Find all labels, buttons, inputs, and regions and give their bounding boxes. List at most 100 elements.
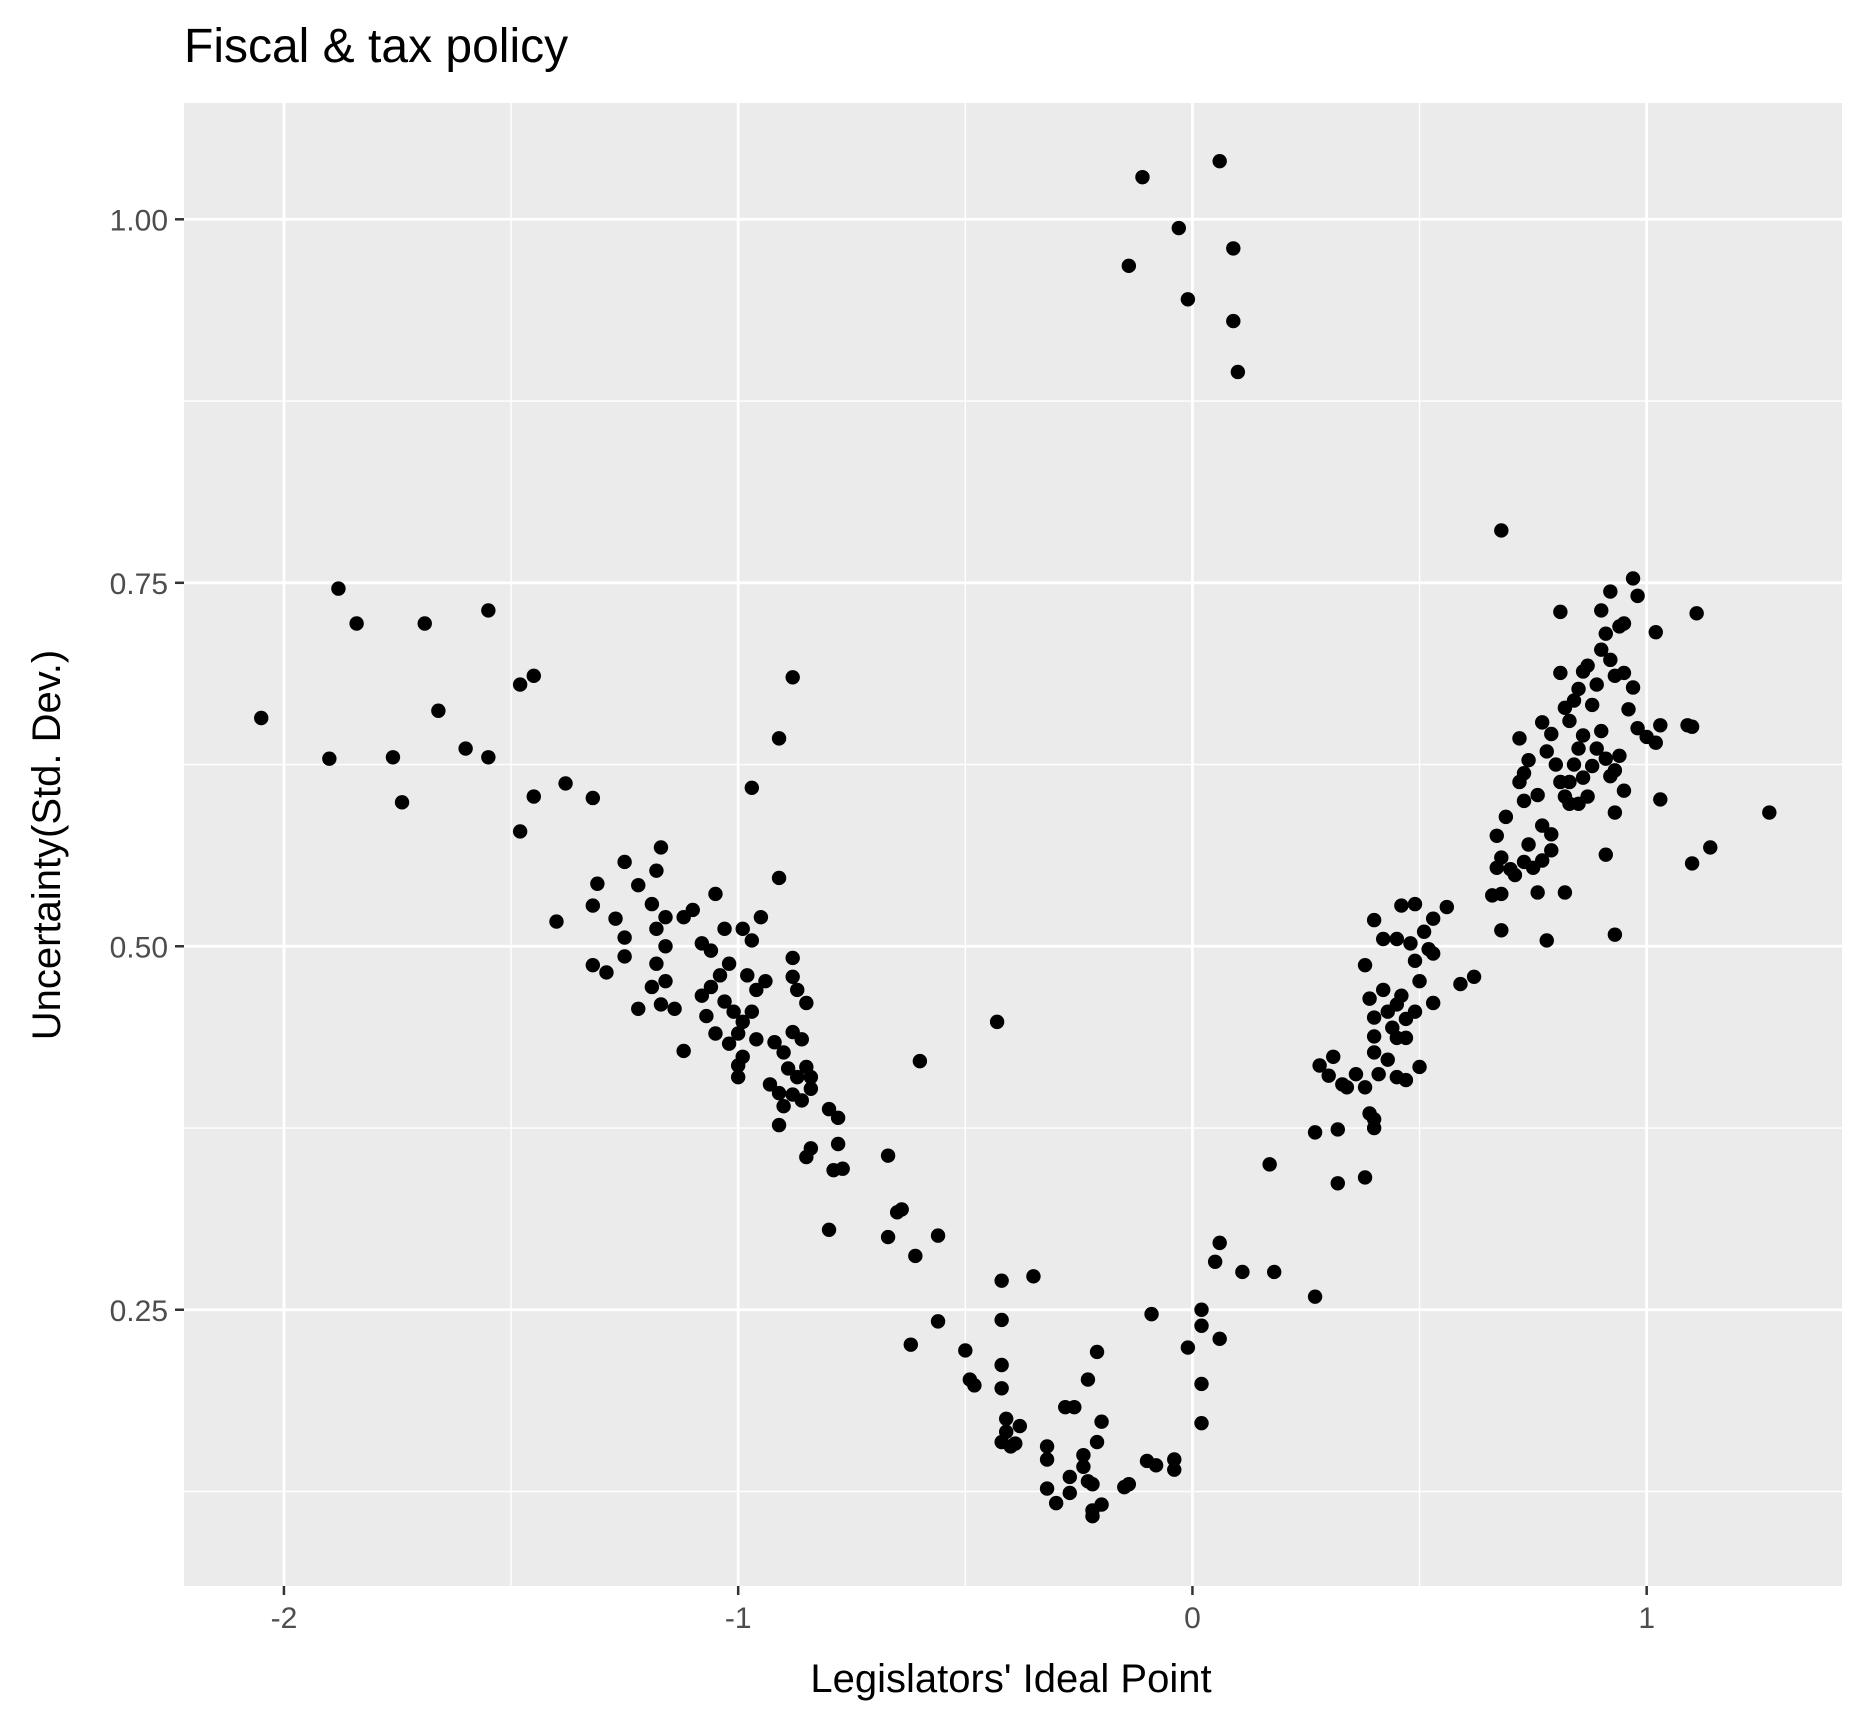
data-point bbox=[1167, 1462, 1182, 1477]
data-point bbox=[1571, 741, 1586, 756]
data-point bbox=[699, 1008, 714, 1024]
data-point bbox=[767, 1035, 782, 1050]
data-point bbox=[1521, 837, 1536, 852]
data-point bbox=[771, 731, 787, 746]
data-point bbox=[1407, 896, 1423, 912]
data-point bbox=[1012, 1418, 1028, 1434]
data-point bbox=[735, 1014, 750, 1030]
data-point bbox=[1376, 931, 1391, 947]
data-point bbox=[1062, 1469, 1077, 1485]
data-point bbox=[1439, 899, 1455, 915]
data-point bbox=[1226, 241, 1241, 256]
data-point bbox=[1607, 927, 1623, 942]
y-tick-label: 1.00 bbox=[110, 204, 168, 237]
data-point bbox=[1076, 1447, 1091, 1463]
data-point bbox=[1530, 787, 1545, 803]
data-point bbox=[1534, 715, 1550, 730]
data-point bbox=[1148, 1458, 1164, 1473]
data-point bbox=[785, 1087, 800, 1102]
data-point bbox=[1362, 991, 1377, 1006]
y-axis-title: Uncertainty(Std. Dev.) bbox=[25, 650, 69, 1041]
data-point bbox=[708, 886, 723, 902]
data-point bbox=[1003, 1439, 1018, 1454]
data-point bbox=[1330, 1176, 1345, 1191]
data-point bbox=[1612, 748, 1627, 764]
data-point bbox=[1167, 1452, 1182, 1467]
data-point bbox=[394, 795, 410, 810]
data-point bbox=[1080, 1372, 1096, 1387]
data-point bbox=[1489, 860, 1504, 875]
data-point bbox=[803, 1069, 819, 1085]
plot-panel bbox=[184, 103, 1842, 1586]
data-point bbox=[694, 988, 710, 1003]
data-point bbox=[785, 670, 800, 685]
data-point bbox=[1366, 1045, 1382, 1060]
data-point bbox=[512, 824, 528, 839]
data-point bbox=[1380, 1052, 1395, 1067]
data-point bbox=[994, 1357, 1009, 1373]
data-point bbox=[1553, 665, 1568, 681]
data-point bbox=[1689, 606, 1704, 621]
data-point bbox=[1630, 588, 1645, 604]
data-point bbox=[1180, 292, 1196, 307]
data-point bbox=[735, 921, 750, 937]
data-point bbox=[1121, 258, 1137, 274]
data-point bbox=[1366, 1029, 1382, 1044]
data-point bbox=[1548, 757, 1564, 772]
data-point bbox=[1339, 1080, 1355, 1095]
data-point bbox=[585, 898, 601, 913]
data-point bbox=[1544, 843, 1559, 858]
data-point bbox=[1616, 783, 1632, 798]
y-tick-label: 0.75 bbox=[110, 568, 168, 601]
data-point bbox=[585, 790, 601, 806]
data-point bbox=[730, 1026, 746, 1041]
minor-gridlines bbox=[184, 103, 1842, 1586]
data-point bbox=[322, 751, 337, 766]
data-point bbox=[254, 710, 269, 726]
data-point bbox=[608, 911, 623, 926]
data-point bbox=[821, 1101, 837, 1117]
data-point bbox=[1398, 1030, 1414, 1046]
data-point bbox=[1089, 1344, 1105, 1360]
data-point bbox=[998, 1411, 1014, 1426]
data-point bbox=[1039, 1452, 1055, 1467]
data-point bbox=[1494, 886, 1509, 902]
data-point bbox=[1648, 735, 1663, 750]
data-point bbox=[676, 1043, 691, 1059]
data-point bbox=[1212, 153, 1227, 169]
data-point bbox=[930, 1314, 946, 1329]
data-point bbox=[526, 789, 541, 804]
x-tick-label: -2 bbox=[271, 1602, 298, 1635]
data-point bbox=[1412, 1059, 1427, 1075]
data-point bbox=[653, 840, 669, 855]
data-point bbox=[717, 921, 732, 937]
data-point bbox=[1226, 313, 1241, 329]
data-point bbox=[1625, 680, 1641, 695]
data-point bbox=[1494, 923, 1509, 938]
data-point bbox=[726, 1004, 741, 1019]
data-point bbox=[1598, 751, 1613, 766]
data-point bbox=[658, 939, 673, 954]
data-point bbox=[1366, 1120, 1382, 1136]
data-point bbox=[331, 581, 346, 596]
data-point bbox=[1557, 885, 1573, 900]
x-tick-label: 1 bbox=[1638, 1602, 1655, 1635]
data-point bbox=[1534, 818, 1550, 833]
data-point bbox=[631, 878, 646, 893]
data-point bbox=[785, 969, 800, 985]
data-point bbox=[1607, 805, 1623, 820]
data-point bbox=[1416, 924, 1432, 939]
data-point bbox=[667, 1001, 682, 1016]
data-point bbox=[1212, 1331, 1227, 1347]
data-point bbox=[1094, 1414, 1109, 1429]
data-point bbox=[1466, 969, 1482, 985]
data-point bbox=[1544, 827, 1559, 842]
data-point bbox=[1425, 946, 1441, 961]
data-point bbox=[744, 933, 760, 948]
data-point bbox=[830, 1110, 846, 1126]
data-point bbox=[1357, 957, 1373, 973]
data-point bbox=[385, 750, 401, 765]
data-point bbox=[1571, 681, 1586, 697]
data-point bbox=[1575, 770, 1591, 785]
data-point bbox=[1616, 665, 1632, 681]
